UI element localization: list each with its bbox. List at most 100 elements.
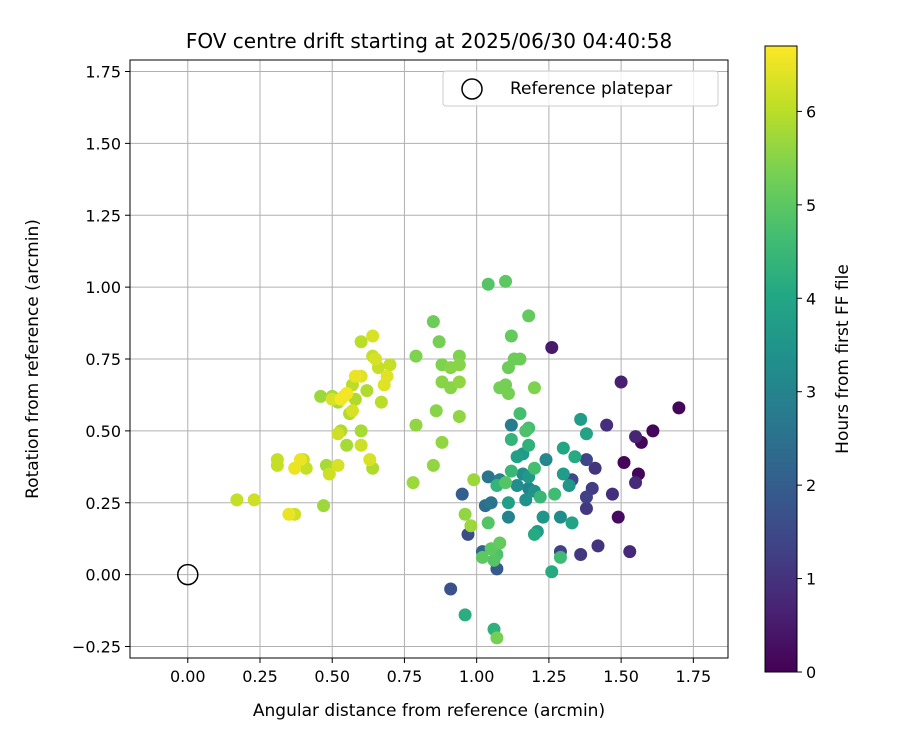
data-point — [360, 384, 374, 398]
y-tick-label: −0.25 — [72, 638, 121, 657]
data-point — [499, 274, 513, 288]
data-point — [288, 461, 302, 475]
colorbar-ticks: 0 1 2 3 4 5 6 — [797, 102, 816, 682]
data-point — [501, 361, 515, 375]
colorbar-tick-label: 3 — [806, 383, 816, 402]
data-point — [317, 499, 331, 513]
x-axis-ticks: 0.00 0.25 0.50 0.75 1.00 1.25 1.50 1.75 — [170, 658, 711, 686]
data-point — [458, 608, 472, 622]
data-point — [617, 456, 631, 469]
data-point — [481, 516, 495, 530]
data-point — [354, 438, 368, 452]
data-point — [629, 430, 643, 444]
data-point — [340, 387, 354, 400]
colorbar-tick-label: 2 — [806, 476, 816, 495]
y-tick-label: 0.25 — [85, 494, 121, 513]
data-point — [501, 510, 515, 524]
data-point — [475, 550, 489, 564]
data-point — [527, 461, 541, 475]
data-point — [409, 349, 423, 363]
data-point — [363, 453, 377, 467]
data-point — [452, 375, 466, 389]
data-point — [426, 458, 440, 472]
data-point — [513, 407, 527, 421]
data-point — [579, 453, 593, 467]
x-tick-label: 1.75 — [676, 667, 712, 686]
data-point — [435, 435, 449, 449]
data-point — [374, 395, 388, 409]
data-point — [553, 510, 567, 524]
data-point — [574, 412, 588, 426]
data-point — [426, 315, 440, 329]
data-point — [481, 277, 495, 291]
data-point — [623, 545, 637, 559]
data-point — [556, 467, 570, 481]
grid — [130, 60, 728, 658]
data-point — [611, 510, 625, 524]
data-point — [499, 476, 513, 490]
y-tick-label: 1.00 — [85, 278, 121, 297]
colorbar-tick-label: 0 — [806, 663, 816, 682]
data-point — [600, 418, 614, 432]
data-point — [493, 536, 507, 550]
data-point — [452, 410, 466, 423]
data-point — [539, 453, 553, 467]
data-point — [519, 493, 533, 507]
data-point — [510, 479, 524, 492]
y-axis-ticks: −0.25 0.00 0.25 0.50 0.75 1.00 1.25 1.50 1.75 — [72, 63, 130, 657]
data-point — [522, 438, 536, 452]
data-point — [340, 438, 354, 452]
data-point — [591, 539, 605, 553]
data-point — [270, 453, 284, 467]
reference-point-marker — [177, 563, 199, 586]
data-point — [574, 548, 588, 561]
y-axis-title: Rotation from reference (arcmin) — [23, 219, 43, 499]
data-point — [484, 496, 498, 510]
chart-title: FOV centre drift starting at 2025/06/30 … — [186, 29, 672, 53]
colorbar-tick-label: 1 — [806, 570, 816, 589]
data-point — [513, 352, 527, 366]
data-point — [409, 418, 423, 432]
legend: Reference platepar — [442, 70, 719, 107]
data-point — [354, 335, 368, 349]
data-point — [383, 358, 397, 372]
colorbar-title: Hours from first FF file — [833, 264, 853, 454]
data-point — [406, 476, 420, 490]
data-points — [177, 274, 686, 645]
data-point — [247, 493, 261, 507]
y-tick-label: 1.75 — [85, 63, 121, 82]
data-point — [366, 329, 380, 343]
data-point — [314, 389, 328, 403]
data-point — [322, 467, 336, 481]
data-point — [429, 404, 443, 418]
data-point — [510, 450, 524, 464]
data-point — [614, 375, 628, 389]
data-point — [605, 487, 619, 501]
x-tick-label: 1.50 — [603, 667, 639, 686]
data-point — [527, 381, 541, 395]
data-point — [354, 424, 368, 438]
data-point — [588, 461, 602, 475]
data-point — [458, 507, 472, 521]
x-tick-label: 0.75 — [387, 667, 423, 686]
data-point — [646, 424, 660, 438]
data-point — [282, 507, 296, 521]
data-point — [568, 450, 582, 464]
data-point — [444, 582, 458, 596]
data-point — [380, 369, 394, 383]
colorbar-tick-label: 5 — [806, 196, 816, 215]
data-point — [490, 631, 504, 645]
data-point — [565, 516, 579, 530]
data-point — [519, 424, 533, 438]
legend-label: Reference platepar — [510, 79, 672, 99]
data-point — [504, 433, 518, 446]
data-point — [562, 479, 576, 492]
data-point — [579, 502, 593, 515]
colorbar: 0 1 2 3 4 5 6 Hours from first FF file — [764, 45, 853, 682]
data-point — [230, 493, 244, 507]
x-tick-label: 0.25 — [242, 667, 278, 686]
data-point — [432, 335, 446, 349]
x-tick-label: 0.00 — [170, 667, 206, 686]
y-tick-label: 1.25 — [85, 206, 121, 225]
